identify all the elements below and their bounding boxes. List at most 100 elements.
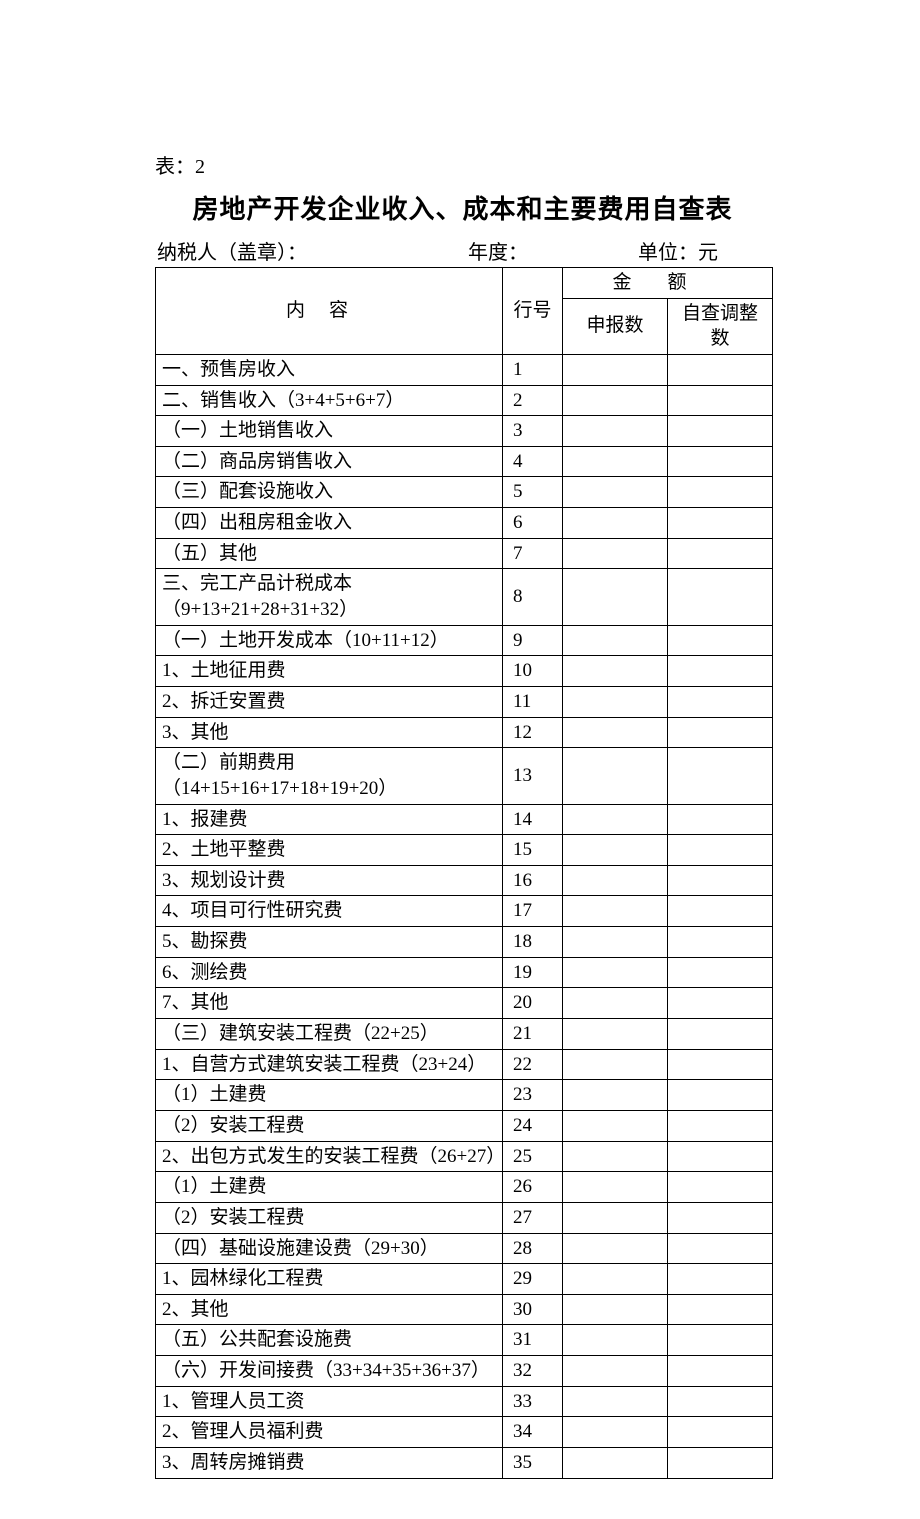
row-content: 3、周转房摊销费 bbox=[156, 1447, 503, 1478]
table-row: （四）基础设施建设费（29+30）28 bbox=[156, 1233, 773, 1264]
row-reported bbox=[563, 1294, 668, 1325]
row-reported bbox=[563, 1233, 668, 1264]
table-row: 3、规划设计费16 bbox=[156, 865, 773, 896]
row-adjust bbox=[668, 625, 773, 656]
row-adjust bbox=[668, 717, 773, 748]
table-row: （三）配套设施收入5 bbox=[156, 477, 773, 508]
table-row: 1、报建费14 bbox=[156, 804, 773, 835]
row-lineno: 11 bbox=[503, 686, 563, 717]
row-content: 2、管理人员福利费 bbox=[156, 1417, 503, 1448]
row-reported bbox=[563, 957, 668, 988]
row-content: （1）土建费 bbox=[156, 1080, 503, 1111]
row-lineno: 18 bbox=[503, 927, 563, 958]
col-lineno-header: 行号 bbox=[503, 268, 563, 355]
col-reported-header: 申报数 bbox=[563, 298, 668, 354]
row-adjust bbox=[668, 354, 773, 385]
table-row: （六）开发间接费（33+34+35+36+37）32 bbox=[156, 1356, 773, 1387]
row-adjust bbox=[668, 538, 773, 569]
row-reported bbox=[563, 1447, 668, 1478]
row-lineno: 4 bbox=[503, 446, 563, 477]
row-adjust bbox=[668, 1386, 773, 1417]
row-lineno: 19 bbox=[503, 957, 563, 988]
row-adjust bbox=[668, 1110, 773, 1141]
row-lineno: 25 bbox=[503, 1141, 563, 1172]
row-lineno: 7 bbox=[503, 538, 563, 569]
row-reported bbox=[563, 988, 668, 1019]
row-reported bbox=[563, 1386, 668, 1417]
row-reported bbox=[563, 1172, 668, 1203]
col-amount-header: 金额 bbox=[563, 268, 773, 299]
row-content: （一）土地销售收入 bbox=[156, 416, 503, 447]
table-row: （二）前期费用（14+15+16+17+18+19+20）13 bbox=[156, 748, 773, 804]
row-adjust bbox=[668, 896, 773, 927]
row-lineno: 6 bbox=[503, 508, 563, 539]
row-reported bbox=[563, 717, 668, 748]
row-lineno: 2 bbox=[503, 385, 563, 416]
row-content: （六）开发间接费（33+34+35+36+37） bbox=[156, 1356, 503, 1387]
row-lineno: 28 bbox=[503, 1233, 563, 1264]
row-reported bbox=[563, 1019, 668, 1050]
row-lineno: 34 bbox=[503, 1417, 563, 1448]
table-row: 一、预售房收入1 bbox=[156, 354, 773, 385]
row-adjust bbox=[668, 416, 773, 447]
row-content: 3、其他 bbox=[156, 717, 503, 748]
table-row: （一）土地开发成本（10+11+12）9 bbox=[156, 625, 773, 656]
row-lineno: 5 bbox=[503, 477, 563, 508]
unit-label: 单位：元 bbox=[638, 236, 768, 265]
row-reported bbox=[563, 416, 668, 447]
row-lineno: 12 bbox=[503, 717, 563, 748]
row-adjust bbox=[668, 1417, 773, 1448]
row-lineno: 16 bbox=[503, 865, 563, 896]
row-reported bbox=[563, 354, 668, 385]
row-content: 二、销售收入（3+4+5+6+7） bbox=[156, 385, 503, 416]
row-adjust bbox=[668, 508, 773, 539]
row-content: 4、项目可行性研究费 bbox=[156, 896, 503, 927]
row-reported bbox=[563, 835, 668, 866]
table-row: 三、完工产品计税成本（9+13+21+28+31+32）8 bbox=[156, 569, 773, 625]
table-number-label: 表：2 bbox=[155, 150, 770, 179]
table-row: （2）安装工程费27 bbox=[156, 1202, 773, 1233]
row-lineno: 8 bbox=[503, 569, 563, 625]
row-lineno: 21 bbox=[503, 1019, 563, 1050]
row-content: 1、土地征用费 bbox=[156, 656, 503, 687]
table-header: 内容 行号 金额 申报数 自查调整数 bbox=[156, 268, 773, 355]
row-adjust bbox=[668, 1141, 773, 1172]
row-adjust bbox=[668, 748, 773, 804]
year-label: 年度： bbox=[468, 236, 638, 265]
row-adjust bbox=[668, 569, 773, 625]
row-adjust bbox=[668, 1264, 773, 1295]
col-adjust-header: 自查调整数 bbox=[668, 298, 773, 354]
table-row: 4、项目可行性研究费17 bbox=[156, 896, 773, 927]
row-adjust bbox=[668, 477, 773, 508]
row-content: （三）建筑安装工程费（22+25） bbox=[156, 1019, 503, 1050]
table-row: （1）土建费26 bbox=[156, 1172, 773, 1203]
meta-row: 纳税人（盖章）： 年度： 单位：元 bbox=[155, 236, 770, 267]
table-row: （1）土建费23 bbox=[156, 1080, 773, 1111]
row-adjust bbox=[668, 656, 773, 687]
table-row: 7、其他20 bbox=[156, 988, 773, 1019]
row-adjust bbox=[668, 385, 773, 416]
table-row: （五）公共配套设施费31 bbox=[156, 1325, 773, 1356]
row-content: （2）安装工程费 bbox=[156, 1202, 503, 1233]
row-lineno: 17 bbox=[503, 896, 563, 927]
row-content: （五）其他 bbox=[156, 538, 503, 569]
row-content: 1、管理人员工资 bbox=[156, 1386, 503, 1417]
row-lineno: 1 bbox=[503, 354, 563, 385]
row-adjust bbox=[668, 957, 773, 988]
page: 表：2 房地产开发企业收入、成本和主要费用自查表 纳税人（盖章）： 年度： 单位… bbox=[0, 0, 920, 1519]
row-reported bbox=[563, 1080, 668, 1111]
table-row: 1、自营方式建筑安装工程费（23+24）22 bbox=[156, 1049, 773, 1080]
table-body: 一、预售房收入1二、销售收入（3+4+5+6+7）2（一）土地销售收入3（二）商… bbox=[156, 354, 773, 1478]
row-content: （2）安装工程费 bbox=[156, 1110, 503, 1141]
row-content: （1）土建费 bbox=[156, 1172, 503, 1203]
row-lineno: 15 bbox=[503, 835, 563, 866]
self-check-table: 内容 行号 金额 申报数 自查调整数 一、预售房收入1二、销售收入（3+4+5+… bbox=[155, 267, 773, 1479]
row-adjust bbox=[668, 446, 773, 477]
table-row: 3、其他12 bbox=[156, 717, 773, 748]
row-reported bbox=[563, 865, 668, 896]
row-lineno: 26 bbox=[503, 1172, 563, 1203]
row-reported bbox=[563, 896, 668, 927]
table-row: 二、销售收入（3+4+5+6+7）2 bbox=[156, 385, 773, 416]
row-lineno: 30 bbox=[503, 1294, 563, 1325]
row-lineno: 20 bbox=[503, 988, 563, 1019]
